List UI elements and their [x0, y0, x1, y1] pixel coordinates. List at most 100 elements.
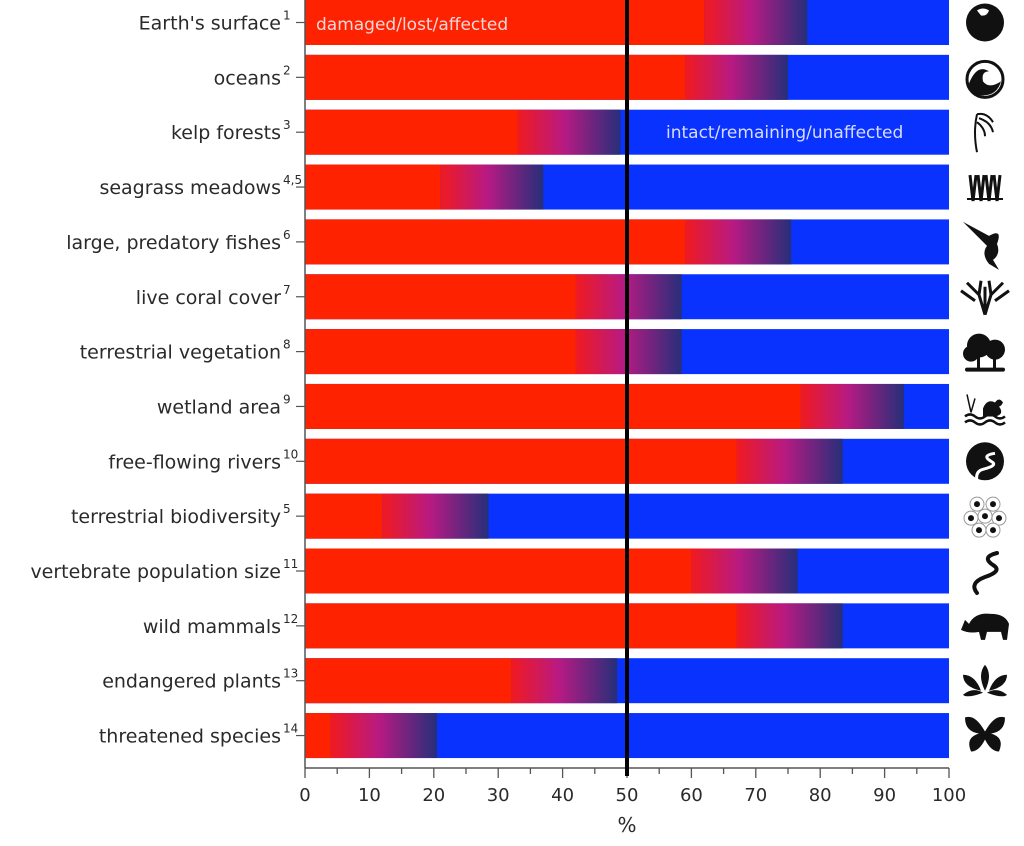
- bar-row: [305, 109, 949, 155]
- bar-uncertainty-gradient: [330, 713, 438, 759]
- bar-damaged: [305, 658, 512, 704]
- snake-shape: [972, 551, 999, 595]
- bar-uncertainty-gradient: [800, 383, 904, 429]
- kelp-shape: [974, 112, 994, 153]
- tree-crown: [985, 339, 1005, 360]
- bar-damaged: [305, 713, 331, 759]
- species-silhouette: [968, 515, 974, 522]
- category-icons: [960, 3, 1010, 752]
- bar-uncertainty-gradient: [704, 0, 808, 45]
- x-tick-label: 50: [616, 785, 639, 806]
- river-disc: [966, 442, 1004, 481]
- river-stream: [975, 451, 996, 482]
- category-reference: 10: [283, 447, 298, 461]
- bar-damaged: [305, 219, 685, 265]
- category-reference: 5: [283, 502, 291, 516]
- trees-icon: [963, 333, 1005, 372]
- water-waves: [964, 413, 1006, 426]
- seagrass-blade: [968, 174, 978, 202]
- biodiversity-icon: [963, 496, 1007, 538]
- category-label: wild mammals: [143, 616, 281, 638]
- category-reference: 4,5: [283, 173, 302, 187]
- category-label: Earth's surface: [139, 13, 281, 35]
- river-icon: [966, 442, 1004, 482]
- category-reference: 1: [283, 9, 291, 23]
- category-reference: 3: [283, 118, 291, 132]
- category-label: threatened species: [99, 726, 281, 748]
- wave-shape: [969, 69, 1001, 96]
- category-label: wetland area: [157, 396, 281, 418]
- seagrass-blade: [976, 174, 986, 202]
- x-tick-label: 10: [358, 785, 381, 806]
- bar-damaged: [305, 164, 441, 210]
- category-reference: 7: [283, 283, 291, 297]
- category-reference: 14: [283, 722, 298, 736]
- bar-damaged: [305, 548, 692, 594]
- bar-uncertainty-gradient: [736, 438, 843, 484]
- species-silhouette: [990, 501, 996, 508]
- snake-icon: [972, 551, 999, 595]
- marlin-shape: [963, 221, 999, 270]
- bar-uncertainty-gradient: [691, 548, 798, 594]
- category-reference: 6: [283, 228, 291, 242]
- category-reference: 8: [283, 338, 291, 352]
- species-silhouette: [996, 515, 1002, 522]
- wetland-duck-icon: [964, 394, 1006, 426]
- x-tick-label: 80: [809, 785, 832, 806]
- category-label: endangered plants: [102, 671, 281, 693]
- category-reference: 2: [283, 63, 291, 77]
- category-label: seagrass meadows: [99, 177, 281, 199]
- bar-damaged: [305, 0, 705, 45]
- species-silhouette: [990, 527, 996, 534]
- annotation-intact: intact/remaining/unaffected: [666, 123, 903, 143]
- annotation-damaged: damaged/lost/affected: [316, 15, 508, 35]
- butterfly-shape: [965, 716, 1005, 752]
- bar-uncertainty-gradient: [382, 493, 489, 539]
- rhino-icon: [961, 613, 1009, 640]
- reeds: [966, 394, 976, 413]
- category-label: terrestrial biodiversity: [71, 506, 281, 528]
- category-label: terrestrial vegetation: [80, 342, 281, 364]
- tree-crown: [963, 345, 979, 362]
- species-silhouette: [976, 527, 982, 534]
- coral-shape: [960, 280, 1010, 316]
- category-label: oceans: [214, 67, 281, 89]
- x-tick-label: 20: [422, 785, 445, 806]
- species-silhouette: [974, 501, 980, 508]
- seagrass-blade: [984, 174, 994, 202]
- species-silhouette: [982, 513, 988, 520]
- bar-uncertainty-gradient: [684, 219, 792, 265]
- category-label: vertebrate population size: [30, 561, 281, 583]
- x-axis-title: %: [617, 813, 636, 837]
- x-tick-label: 40: [551, 785, 574, 806]
- x-tick-label: 90: [873, 785, 896, 806]
- category-label: large, predatory fishes: [66, 232, 281, 254]
- bar-damaged: [305, 274, 576, 320]
- tree-trunk: [977, 355, 980, 370]
- marlin-icon: [963, 221, 999, 270]
- bar-uncertainty-gradient: [684, 54, 788, 100]
- category-reference: 13: [283, 667, 298, 681]
- kelp-icon: [974, 112, 994, 153]
- globe-icon: [966, 3, 1004, 42]
- bar-damaged: [305, 383, 801, 429]
- tree-ground: [965, 367, 1005, 372]
- bar-uncertainty-gradient: [736, 603, 843, 649]
- x-tick-label: 70: [744, 785, 767, 806]
- duck-shape: [983, 399, 1003, 417]
- category-label: live coral cover: [136, 287, 281, 309]
- category-reference: 12: [283, 612, 298, 626]
- globe-shape: [966, 3, 1004, 42]
- x-tick-label: 30: [487, 785, 510, 806]
- bar-damaged: [305, 438, 737, 484]
- x-axis: 0 10 20 30 40 50 60 70 80 90 100: [299, 0, 966, 806]
- coral-icon: [960, 280, 1010, 316]
- bar-damaged: [305, 329, 576, 375]
- bar-damaged: [305, 54, 685, 100]
- seagrass-blade: [992, 174, 1002, 202]
- globe-highlight: [977, 8, 989, 16]
- wave-icon: [965, 59, 1005, 99]
- x-tick-label: 100: [932, 785, 966, 806]
- bar-uncertainty-gradient: [440, 164, 544, 210]
